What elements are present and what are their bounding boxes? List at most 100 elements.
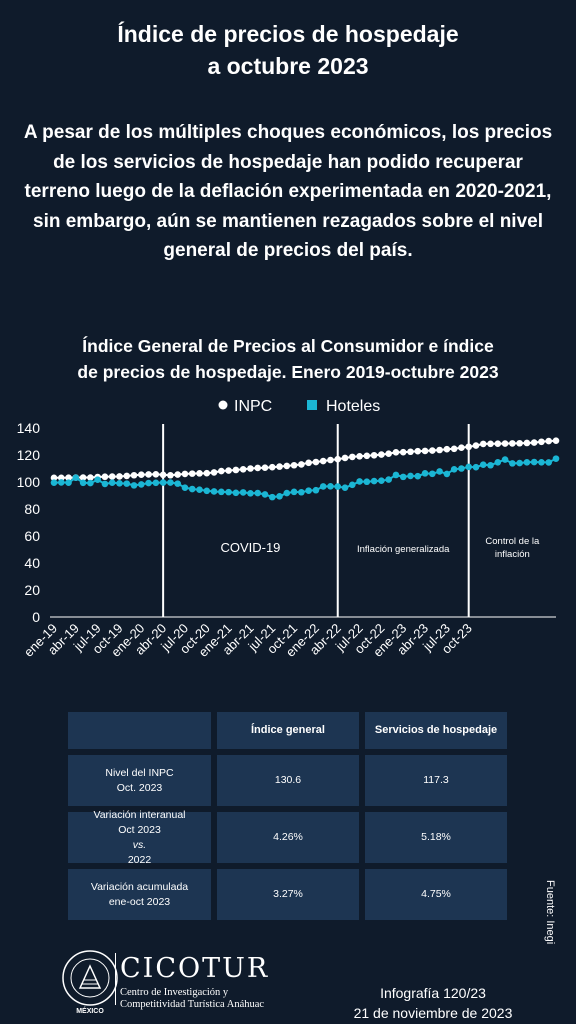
data-point-hoteles	[210, 488, 218, 495]
data-point-hoteles	[276, 493, 283, 500]
data-point-inpc	[530, 439, 538, 446]
data-point-inpc	[167, 471, 174, 479]
data-point-inpc	[65, 474, 72, 481]
data-point-inpc	[50, 474, 58, 482]
data-point-hoteles	[516, 459, 523, 467]
data-point-hoteles	[509, 460, 516, 467]
data-point-inpc	[378, 451, 385, 458]
data-point-hoteles	[312, 486, 320, 494]
data-point-inpc	[399, 448, 407, 456]
data-point-inpc	[101, 473, 109, 481]
page-title: Índice de precios de hospedaje a octubre…	[0, 18, 576, 82]
data-point-inpc	[312, 458, 320, 466]
data-point-inpc	[370, 451, 378, 459]
data-point-hoteles	[181, 484, 189, 491]
data-point-hoteles	[130, 482, 138, 489]
data-point-hoteles	[283, 489, 291, 497]
annotation-inflacion-generalizada: Inflación generalizada	[357, 544, 450, 555]
source-note: Fuente: Inegi	[544, 880, 556, 945]
data-point-inpc	[130, 471, 138, 479]
brand-subtitle: Centro de Investigación y Competitividad…	[120, 987, 265, 1010]
data-point-hoteles	[378, 477, 385, 484]
legend-label-hoteles: Hoteles	[326, 398, 380, 415]
legend-label-inpc: INPC	[234, 398, 272, 415]
data-point-inpc	[79, 474, 87, 481]
data-point-hoteles	[79, 479, 87, 487]
infographic-date: 21 de noviembre de 2023	[353, 1005, 513, 1021]
data-point-hoteles	[450, 466, 458, 473]
data-point-hoteles	[174, 480, 181, 487]
table-row-label: Variación acumulada ene-oct 2023	[68, 869, 211, 920]
table-cell-hospedaje: 4.75%	[365, 869, 507, 920]
data-point-hoteles	[101, 480, 109, 488]
data-point-inpc	[290, 461, 298, 469]
data-point-hoteles	[538, 458, 545, 466]
data-point-hoteles	[414, 472, 422, 480]
data-point-inpc	[152, 471, 160, 478]
data-point-hoteles	[334, 483, 342, 490]
data-point-inpc	[516, 439, 523, 447]
data-point-hoteles	[65, 479, 72, 486]
annotation-covid: COVID-19	[220, 540, 280, 555]
data-point-hoteles	[203, 487, 211, 495]
data-point-hoteles	[458, 465, 465, 472]
line-chart: INPC Hoteles 0 20 40 60 80 100 120 140 COVID-19 Inf…	[17, 398, 560, 660]
data-point-inpc	[545, 437, 553, 445]
data-point-hoteles	[159, 479, 167, 486]
data-point-inpc	[327, 456, 334, 464]
data-point-hoteles	[436, 468, 443, 475]
data-point-inpc	[181, 470, 189, 478]
data-point-inpc	[348, 453, 356, 461]
data-point-inpc	[341, 454, 349, 462]
data-point-inpc	[225, 467, 232, 474]
table-cell-hospedaje: 117.3	[365, 755, 507, 806]
data-point-inpc	[188, 470, 196, 477]
data-point-hoteles	[50, 479, 58, 486]
data-point-hoteles	[298, 488, 305, 496]
table-cell-general: 3.27%	[217, 869, 359, 920]
data-point-hoteles	[356, 478, 363, 485]
data-point-inpc	[210, 469, 218, 476]
y-tick-label: 20	[24, 582, 40, 598]
y-tick-label: 40	[24, 555, 40, 571]
data-point-inpc	[138, 471, 145, 479]
data-point-hoteles	[370, 477, 378, 485]
infographic-info: Infografía 120/23 21 de noviembre de 202…	[338, 983, 528, 1023]
data-point-inpc	[298, 461, 305, 468]
data-point-hoteles	[399, 473, 407, 481]
data-point-inpc	[385, 450, 392, 457]
data-point-inpc	[261, 464, 269, 471]
data-point-hoteles	[72, 474, 80, 481]
data-point-inpc	[472, 442, 480, 449]
data-point-hoteles	[116, 480, 123, 487]
data-point-hoteles	[363, 478, 371, 486]
data-point-hoteles	[407, 472, 414, 480]
data-point-inpc	[487, 440, 494, 448]
data-point-inpc	[159, 471, 167, 479]
intro-paragraph: A pesar de los múltiples choques económi…	[23, 122, 553, 261]
title-line-2: a octubre 2023	[207, 53, 369, 79]
table-row-label: Variación interanual Oct 2023 vs. 2022	[68, 809, 211, 866]
data-point-hoteles	[138, 481, 145, 488]
data-point-hoteles	[501, 456, 509, 463]
data-point-inpc	[450, 445, 458, 453]
data-point-inpc	[494, 440, 502, 447]
data-point-inpc	[203, 469, 211, 477]
y-tick-label: 80	[24, 501, 40, 517]
data-point-inpc	[458, 444, 465, 452]
data-point-hoteles	[232, 489, 240, 497]
title-line-1: Índice de precios de hospedaje	[117, 21, 459, 47]
data-point-inpc	[363, 452, 371, 460]
data-point-inpc	[552, 437, 560, 444]
data-point-hoteles	[57, 479, 65, 486]
data-point-hoteles	[421, 470, 429, 477]
legend-marker-inpc	[218, 400, 228, 410]
data-point-inpc	[465, 443, 472, 451]
data-point-hoteles	[487, 461, 494, 469]
data-point-hoteles	[479, 461, 487, 469]
data-point-hoteles	[443, 470, 451, 478]
data-point-inpc	[57, 474, 65, 482]
data-point-hoteles	[494, 458, 502, 466]
data-point-hoteles	[218, 488, 225, 496]
data-point-hoteles	[145, 479, 152, 487]
